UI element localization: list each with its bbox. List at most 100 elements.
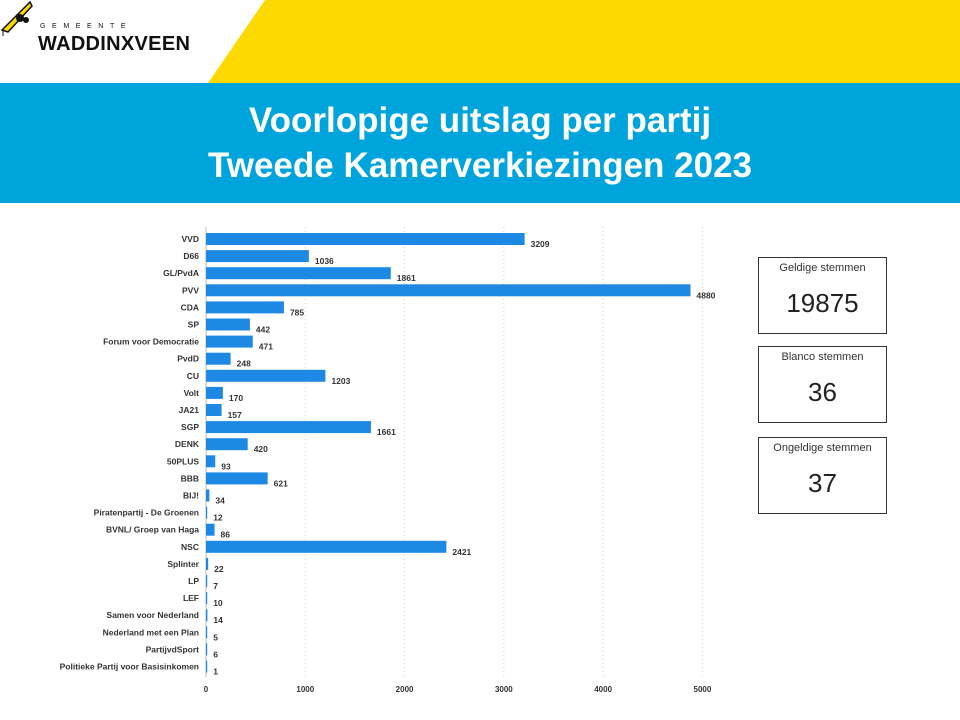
data-label: 1 [213, 667, 218, 677]
data-label: 14 [213, 615, 223, 625]
bar [206, 233, 525, 245]
category-label: SGP [181, 422, 199, 432]
bar [206, 421, 371, 434]
card-value: 19875 [786, 288, 859, 318]
bar [206, 489, 210, 502]
category-label: Volt [184, 388, 200, 398]
results-bar-chart: 01000200030004000500060007000VVD3209D661… [60, 227, 716, 694]
bar [206, 660, 208, 673]
card-label: Ongeldige stemmen [773, 442, 872, 454]
category-label: PartijvdSport [146, 644, 200, 654]
data-label: 420 [254, 444, 268, 454]
category-label: Samen voor Nederland [106, 610, 199, 620]
x-tick-label: 1000 [296, 685, 314, 694]
data-label: 6 [213, 649, 218, 659]
category-label: Piratenpartij - De Groenen [94, 508, 199, 518]
header-bar: GEMEENTE WADDINXVEEN [0, 0, 960, 83]
category-label: Splinter [167, 559, 199, 569]
bar [206, 369, 326, 382]
card-label: Geldige stemmen [779, 262, 866, 274]
data-label: 93 [221, 461, 231, 471]
card-label: Blanco stemmen [781, 351, 864, 363]
bar [206, 472, 268, 485]
category-label: VVD [182, 234, 199, 244]
category-label: PVV [182, 285, 199, 295]
x-tick-label: 2000 [396, 685, 414, 694]
data-label: 10 [213, 598, 223, 608]
data-label: 170 [229, 393, 243, 403]
bar [206, 626, 208, 639]
data-label: 3209 [531, 239, 550, 249]
yellow-band [208, 0, 960, 83]
bar [206, 335, 253, 348]
page-subtitle: Tweede Kamerverkiezingen 2023 [207, 146, 753, 185]
bar [206, 557, 209, 570]
category-label: LEF [183, 593, 199, 603]
x-tick-label: 4000 [594, 685, 612, 694]
category-label: Nederland met een Plan [103, 627, 199, 637]
bar [206, 506, 208, 519]
bar [206, 386, 223, 399]
title-banner: Voorlopige uitslag per partij Tweede Kam… [0, 83, 960, 203]
x-tick-label: 5000 [694, 685, 712, 694]
data-label: 157 [228, 410, 242, 420]
card-invalid-votes: Ongeldige stemmen 37 [758, 437, 887, 514]
x-tick-label: 3000 [495, 685, 513, 694]
category-label: Forum voor Democratie [103, 337, 199, 347]
bar [206, 267, 391, 280]
category-label: CU [187, 371, 199, 381]
bar [206, 540, 447, 553]
data-label: 1661 [377, 427, 396, 437]
header-background [208, 0, 960, 83]
card-blank-votes: Blanco stemmen 36 [758, 346, 887, 423]
bar [206, 643, 208, 656]
data-label: 785 [290, 307, 304, 317]
data-label: 621 [274, 478, 288, 488]
logo-name: WADDINXVEEN [38, 33, 191, 55]
data-label: 12 [213, 513, 223, 523]
municipality-emblem-icon [0, 0, 33, 36]
bar [206, 404, 222, 416]
bar [206, 523, 215, 536]
category-label: BVNL/ Groep van Haga [106, 525, 199, 535]
category-label: GL/PvdA [163, 268, 199, 278]
card-value: 36 [808, 377, 837, 407]
data-label: 4880 [697, 290, 716, 300]
bar [206, 455, 216, 468]
category-label: 50PLUS [167, 456, 199, 466]
category-label: Politieke Partij voor Basisinkomen [60, 662, 199, 672]
bar [206, 284, 691, 297]
data-label: 7 [213, 581, 218, 591]
bar [206, 438, 248, 451]
data-label: 442 [256, 325, 270, 335]
data-label: 1203 [331, 376, 350, 386]
data-label: 1861 [397, 273, 416, 283]
category-label: LP [188, 576, 199, 586]
bar [206, 575, 208, 587]
data-label: 1036 [315, 256, 334, 266]
bar [206, 609, 208, 622]
data-label: 248 [237, 359, 251, 369]
category-label: SP [188, 320, 200, 330]
data-label: 22 [214, 564, 224, 574]
x-tick-label: 0 [204, 685, 209, 694]
data-label: 34 [215, 496, 225, 506]
category-label: D66 [183, 251, 199, 261]
category-label: CDA [181, 302, 199, 312]
data-label: 2421 [452, 547, 471, 557]
data-label: 5 [213, 632, 218, 642]
category-label: BBB [181, 473, 199, 483]
card-valid-votes: Geldige stemmen 19875 [758, 257, 887, 334]
category-label: BIJ! [183, 491, 199, 501]
category-label: JA21 [179, 405, 200, 415]
category-label: PvdD [177, 354, 199, 364]
category-label: DENK [175, 439, 200, 449]
card-value: 37 [808, 468, 837, 498]
bar [206, 592, 208, 605]
bar [206, 318, 250, 331]
category-label: NSC [181, 542, 199, 552]
page-title: Voorlopige uitslag per partij [248, 101, 712, 140]
bar [206, 250, 309, 263]
data-label: 86 [221, 530, 231, 540]
logo-subtitle: GEMEENTE [40, 23, 133, 30]
